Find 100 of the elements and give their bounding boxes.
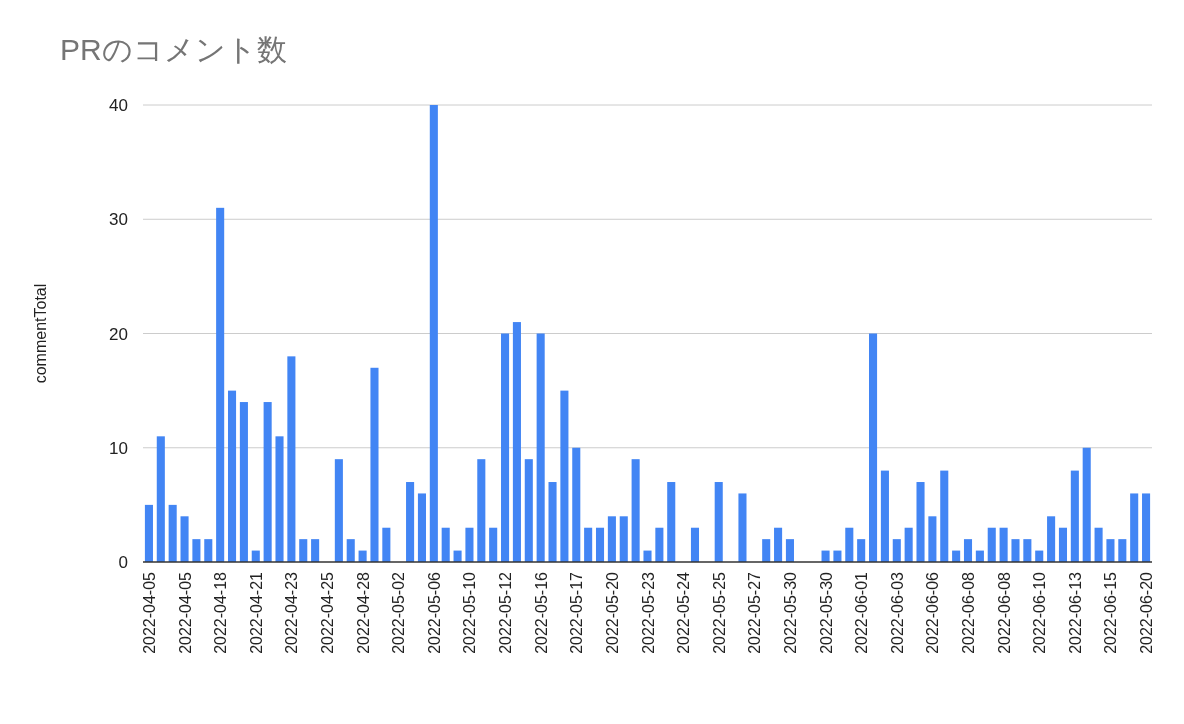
bar bbox=[904, 527, 913, 562]
y-axis-title: commentTotal bbox=[32, 283, 49, 384]
bar bbox=[738, 493, 747, 562]
bar bbox=[584, 527, 593, 562]
x-tick-label: 2022-05-10 bbox=[461, 571, 479, 654]
bar bbox=[192, 539, 201, 562]
bar bbox=[512, 322, 521, 562]
bar bbox=[180, 516, 189, 562]
bar bbox=[477, 459, 486, 562]
y-tick-label: 40 bbox=[109, 96, 128, 115]
bar bbox=[845, 527, 854, 562]
bar bbox=[785, 539, 794, 562]
bar bbox=[595, 527, 605, 562]
bar bbox=[774, 527, 783, 562]
bar bbox=[916, 482, 925, 562]
bar bbox=[501, 333, 510, 562]
bar bbox=[168, 504, 177, 562]
bar bbox=[417, 493, 426, 562]
y-tick-label: 30 bbox=[109, 210, 128, 230]
bar bbox=[204, 539, 213, 562]
x-tick-label: 2022-06-20 bbox=[1138, 571, 1156, 654]
bar bbox=[536, 333, 545, 562]
y-tick-label: 20 bbox=[109, 324, 128, 344]
bar bbox=[762, 539, 771, 562]
bar bbox=[1058, 527, 1067, 562]
bar bbox=[1118, 539, 1127, 562]
x-tick-label: 2022-05-25 bbox=[710, 571, 728, 654]
bar bbox=[940, 470, 949, 562]
x-tick-label: 2022-04-05 bbox=[140, 571, 158, 654]
x-tick-label: 2022-04-05 bbox=[176, 571, 194, 654]
bar bbox=[619, 516, 628, 562]
bar bbox=[880, 470, 889, 562]
bar bbox=[334, 459, 343, 562]
bar bbox=[987, 527, 996, 562]
x-tick-label: 2022-06-13 bbox=[1066, 571, 1084, 654]
bar bbox=[1070, 470, 1079, 562]
x-tick-label: 2022-04-21 bbox=[247, 571, 265, 654]
bar bbox=[572, 447, 581, 562]
bar bbox=[1094, 527, 1103, 562]
bar bbox=[1142, 493, 1151, 562]
x-tick-label: 2022-05-30 bbox=[817, 571, 835, 654]
x-tick-label: 2022-05-30 bbox=[781, 571, 799, 654]
bar bbox=[311, 539, 320, 562]
bar bbox=[299, 539, 308, 562]
y-tick-label: 0 bbox=[118, 553, 128, 572]
bar bbox=[370, 367, 379, 562]
bar bbox=[263, 402, 272, 562]
x-tick-label: 2022-05-24 bbox=[675, 571, 693, 654]
y-tick-label: 10 bbox=[109, 438, 128, 458]
bar bbox=[607, 516, 616, 562]
bar bbox=[667, 482, 676, 562]
bar bbox=[1106, 539, 1115, 562]
x-tick-label: 2022-04-23 bbox=[283, 571, 301, 654]
x-tick-label: 2022-05-02 bbox=[390, 571, 408, 654]
bar bbox=[489, 527, 498, 562]
bar bbox=[714, 482, 723, 562]
bar bbox=[1011, 539, 1020, 562]
bar bbox=[524, 459, 533, 562]
x-tick-label: 2022-04-25 bbox=[318, 571, 336, 654]
bar bbox=[1130, 493, 1139, 562]
x-tick-label: 2022-05-16 bbox=[532, 571, 550, 654]
chart-title: PRのコメント数 bbox=[60, 33, 287, 66]
bar bbox=[1047, 516, 1056, 562]
bar bbox=[346, 539, 355, 562]
bar bbox=[892, 539, 901, 562]
x-tick-label: 2022-06-10 bbox=[1031, 571, 1049, 654]
bar bbox=[465, 527, 474, 562]
bar bbox=[287, 356, 296, 562]
bar bbox=[227, 390, 237, 562]
x-tick-label: 2022-05-27 bbox=[746, 571, 764, 654]
bar bbox=[1082, 447, 1091, 562]
bar bbox=[869, 333, 878, 562]
bar bbox=[216, 207, 225, 562]
bar bbox=[655, 527, 664, 562]
bar bbox=[548, 482, 557, 562]
bar bbox=[382, 527, 391, 562]
x-tick-label: 2022-06-08 bbox=[960, 571, 978, 654]
bar bbox=[560, 390, 569, 562]
bar bbox=[144, 504, 153, 562]
x-tick-label: 2022-05-23 bbox=[639, 571, 657, 654]
bar bbox=[429, 105, 438, 562]
bar bbox=[963, 539, 973, 562]
x-tick-label: 2022-06-08 bbox=[995, 571, 1013, 654]
bar bbox=[857, 539, 866, 562]
x-tick-label: 2022-06-15 bbox=[1102, 571, 1120, 654]
x-tick-label: 2022-05-06 bbox=[425, 571, 443, 654]
x-tick-label: 2022-04-18 bbox=[212, 571, 230, 654]
bar bbox=[690, 527, 700, 562]
bar bbox=[643, 550, 652, 562]
bar bbox=[928, 516, 937, 562]
x-tick-label: 2022-05-20 bbox=[603, 571, 621, 654]
x-tick-label: 2022-06-03 bbox=[888, 571, 906, 654]
bar bbox=[239, 402, 248, 562]
x-tick-label: 2022-05-17 bbox=[568, 571, 586, 654]
x-tick-label: 2022-04-28 bbox=[354, 571, 372, 654]
x-tick-label: 2022-06-01 bbox=[853, 571, 871, 654]
bar bbox=[406, 482, 415, 562]
bar bbox=[275, 436, 284, 562]
x-tick-label: 2022-05-12 bbox=[497, 571, 515, 654]
bar bbox=[441, 527, 450, 562]
